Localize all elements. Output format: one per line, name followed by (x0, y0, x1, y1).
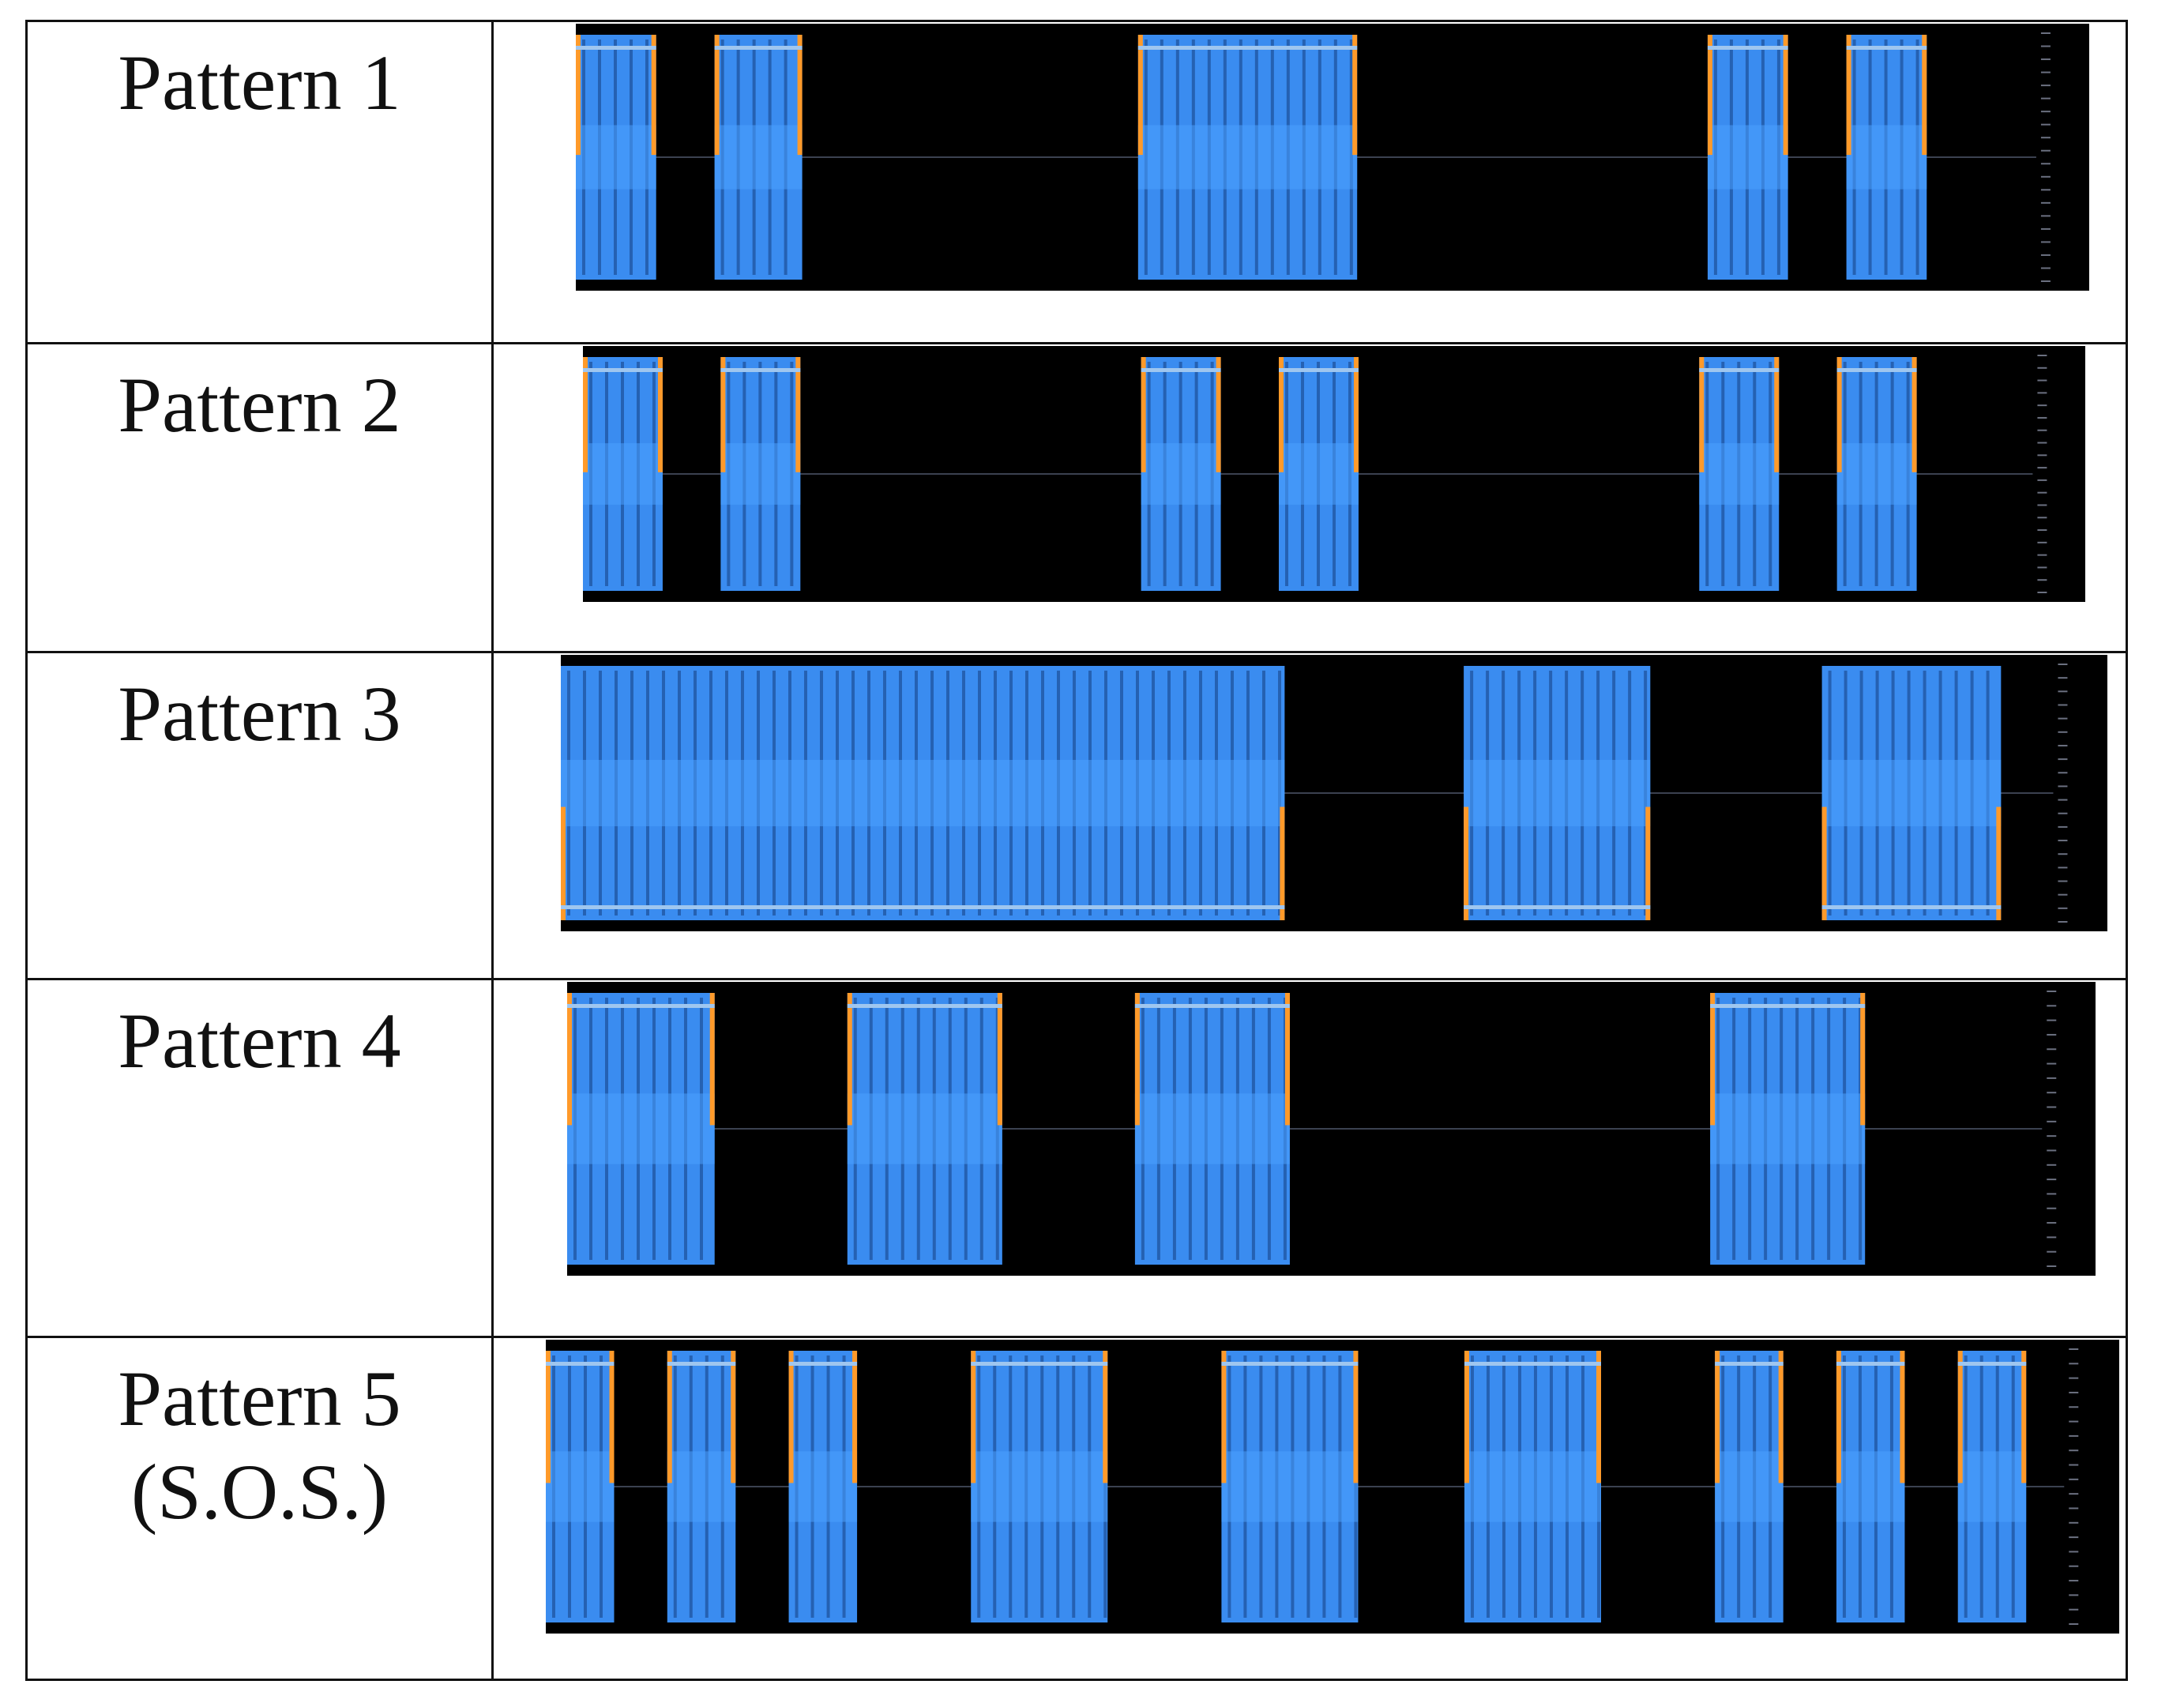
pattern-name: Pattern 4 (118, 997, 401, 1085)
pulse (714, 35, 803, 280)
row-label: Pattern 2 (28, 344, 494, 651)
pulse (1715, 1351, 1784, 1622)
pattern-table: Pattern 1 Pattern 2 Pattern 3 Pattern 4 … (25, 20, 2128, 1681)
pulse (1141, 357, 1221, 591)
table-row: Pattern 3 (28, 653, 2126, 980)
pulse (546, 1351, 615, 1622)
pulse (1464, 666, 1651, 920)
pattern-name: Pattern 3 (118, 670, 401, 758)
pulse (567, 993, 715, 1265)
table-row: Pattern 1 (28, 22, 2126, 344)
waveform-plot (546, 1348, 2079, 1625)
pulse (847, 993, 1002, 1265)
pulse (1846, 35, 1927, 280)
waveform-plot (561, 664, 2068, 923)
pulse (1836, 357, 1917, 591)
table-row: Pattern 4 (28, 980, 2126, 1338)
pulse (583, 357, 663, 591)
pulse (1464, 1351, 1601, 1622)
pulse (1279, 357, 1359, 591)
pulse (1710, 993, 1866, 1265)
pattern-name: Pattern 1 (118, 39, 401, 126)
pulse (788, 1351, 858, 1622)
table-row: Pattern 5 (S.O.S.) (28, 1338, 2126, 1679)
waveform-image (546, 1340, 2119, 1634)
row-label: Pattern 1 (28, 22, 494, 342)
waveform-plot (567, 991, 2057, 1267)
pulse (1699, 357, 1780, 591)
row-label: Pattern 3 (28, 653, 494, 978)
table-row: Pattern 2 (28, 344, 2126, 653)
waveform-image (583, 346, 2085, 602)
row-label: Pattern 5 (S.O.S.) (28, 1338, 494, 1679)
pattern-subtitle: (S.O.S.) (130, 1448, 389, 1536)
waveform-image (576, 24, 2089, 291)
pattern-name: Pattern 2 (118, 361, 401, 449)
pulse (720, 357, 801, 591)
waveform-image (567, 982, 2096, 1276)
pattern-name: Pattern 5 (118, 1355, 401, 1442)
waveform-image (561, 655, 2107, 931)
pulse (1821, 666, 2002, 920)
row-label: Pattern 4 (28, 980, 494, 1336)
waveform-plot (576, 32, 2051, 282)
pulse (1137, 35, 1358, 280)
pulse (1134, 993, 1290, 1265)
waveform-plot (583, 355, 2047, 593)
pulse (576, 35, 656, 280)
pulse (667, 1351, 736, 1622)
pulse (1221, 1351, 1359, 1622)
pulse (971, 1351, 1108, 1622)
pulse (1707, 35, 1788, 280)
pulse (561, 666, 1285, 920)
pulse (1836, 1351, 1905, 1622)
pulse (1957, 1351, 2027, 1622)
